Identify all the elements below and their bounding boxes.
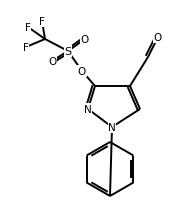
Text: O: O xyxy=(48,57,56,67)
Text: F: F xyxy=(39,17,45,27)
Text: F: F xyxy=(23,43,29,53)
Text: F: F xyxy=(25,23,31,33)
Text: O: O xyxy=(81,35,89,45)
Text: N: N xyxy=(84,104,92,114)
Text: O: O xyxy=(78,67,86,77)
Text: S: S xyxy=(64,47,72,57)
Text: N: N xyxy=(108,122,116,132)
Text: O: O xyxy=(154,33,162,43)
